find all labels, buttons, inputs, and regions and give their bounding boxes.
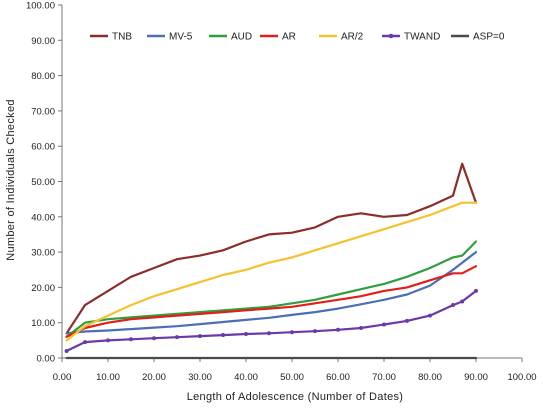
y-tick-label: 70.00: [31, 106, 55, 117]
data-point: [359, 325, 363, 330]
x-tick-label: 60.00: [326, 372, 350, 383]
data-point: [405, 318, 409, 323]
data-point: [152, 336, 156, 341]
series-ar: [65, 265, 478, 338]
data-point: [83, 340, 87, 345]
series-line: [65, 162, 478, 335]
y-tick-label: 90.00: [31, 36, 55, 47]
x-tick-label: 30.00: [188, 372, 212, 383]
legend-item-asp-0: ASP=0: [451, 32, 505, 43]
data-point: [290, 330, 294, 335]
y-tick-label: 80.00: [31, 71, 55, 82]
legend-label: ASP=0: [473, 32, 505, 43]
x-tick-label: 10.00: [96, 372, 120, 383]
data-point: [64, 348, 69, 353]
series-group: [64, 162, 478, 360]
data-point: [198, 334, 202, 339]
series-mv-5: [65, 251, 478, 335]
legend: TNB MV-5 AUD AR AR/2 TWAND ASP=0: [90, 32, 505, 43]
x-tick-label: 100.00: [507, 372, 536, 383]
y-tick-label: 100.00: [26, 1, 55, 12]
x-tick-label: 90.00: [464, 372, 488, 383]
data-point: [460, 299, 465, 304]
y-tick-label: 20.00: [31, 283, 55, 294]
legend-label: MV-5: [169, 32, 193, 43]
data-point: [428, 313, 432, 318]
data-point: [221, 333, 225, 338]
x-axis-title: Length of Adolescence (Number of Dates): [187, 391, 404, 403]
legend-label: AR/2: [341, 32, 364, 43]
series-line: [65, 251, 478, 335]
series-twand: [64, 288, 478, 353]
y-tick-label: 30.00: [31, 248, 55, 259]
legend-item-mv-5: MV-5: [147, 32, 193, 43]
data-point: [474, 288, 478, 293]
legend-item-ar-2: AR/2: [319, 32, 364, 43]
x-tick-label: 50.00: [280, 372, 304, 383]
legend-label: AUD: [231, 32, 252, 43]
data-point: [336, 327, 340, 332]
series-line: [65, 265, 478, 338]
legend-label: TNB: [112, 32, 132, 43]
y-tick-label: 50.00: [31, 177, 55, 188]
data-point: [106, 338, 110, 343]
x-tick-label: 70.00: [372, 372, 396, 383]
y-tick-label: 10.00: [31, 318, 55, 329]
legend-item-twand: TWAND: [382, 32, 440, 43]
data-point: [244, 331, 248, 336]
legend-item-aud: AUD: [209, 32, 252, 43]
legend-label: AR: [282, 32, 296, 43]
series-aud: [65, 240, 478, 338]
y-tick-label: 40.00: [31, 212, 55, 223]
x-tick-label: 80.00: [418, 372, 442, 383]
legend-item-ar: AR: [260, 32, 296, 43]
data-point: [313, 329, 317, 334]
series-line: [65, 240, 478, 338]
legend-marker: [388, 33, 394, 39]
data-point: [451, 303, 455, 308]
series-tnb: [65, 162, 478, 335]
x-tick-label: 40.00: [234, 372, 258, 383]
data-point: [129, 337, 133, 342]
series-line: [65, 289, 478, 352]
x-tick-label: 20.00: [142, 372, 166, 383]
y-tick-label: 0.00: [37, 354, 56, 365]
legend-label: TWAND: [404, 32, 440, 43]
x-tick-label: 0.00: [53, 372, 72, 383]
data-point: [175, 335, 179, 340]
y-axis-title: Number of Individuals Checked: [5, 99, 17, 261]
y-tick-label: 60.00: [31, 142, 55, 153]
legend-item-tnb: TNB: [90, 32, 132, 43]
data-point: [267, 331, 271, 336]
data-point: [382, 322, 386, 327]
series-line: [65, 201, 478, 342]
series-ar-2: [65, 201, 478, 342]
